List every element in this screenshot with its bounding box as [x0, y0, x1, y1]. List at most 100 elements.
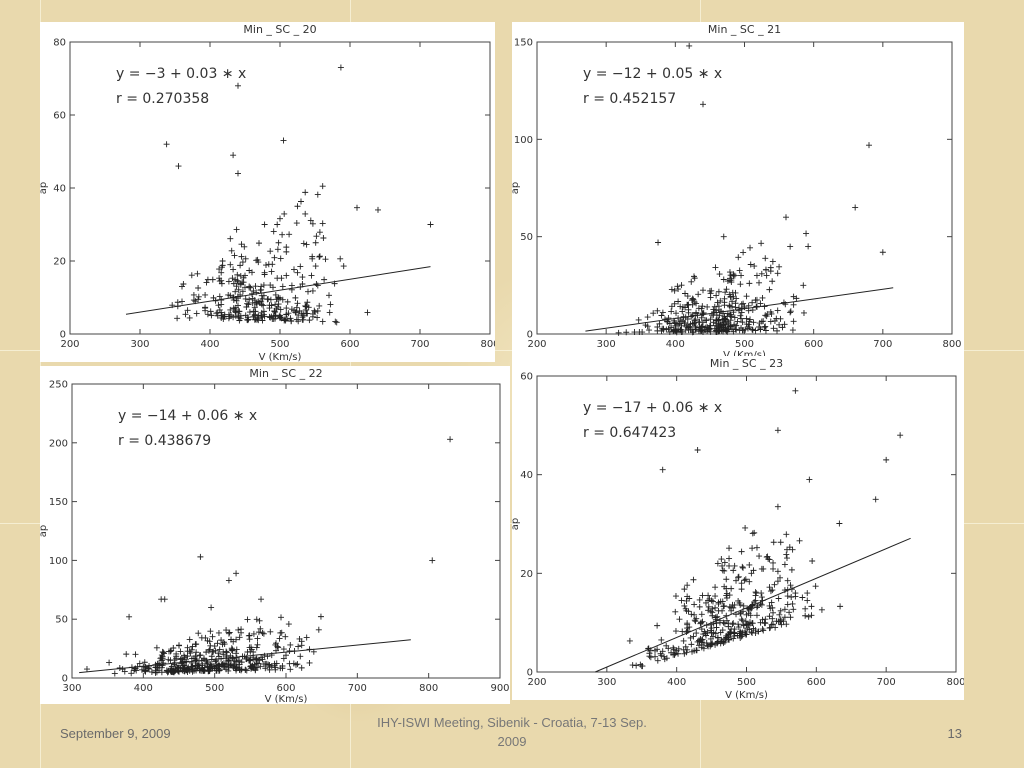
- data-point: [271, 254, 278, 261]
- data-point: [274, 246, 281, 253]
- data-point: [675, 286, 682, 293]
- regression-line: [585, 287, 894, 332]
- data-point: [714, 299, 721, 306]
- data-point: [708, 625, 715, 632]
- data-point: [687, 634, 694, 641]
- data-point: [205, 647, 212, 654]
- data-point: [751, 529, 758, 536]
- scatter-plot-svg: Min _ SC _ 23 200 300 400 500 600 700 800 0 20 40 6…: [512, 357, 964, 700]
- data-point: [674, 283, 681, 290]
- data-point: [257, 625, 264, 632]
- data-point: [852, 204, 859, 211]
- data-point: [254, 635, 261, 642]
- data-point: [216, 278, 223, 285]
- data-point: [691, 611, 698, 618]
- data-point: [626, 637, 633, 644]
- data-point: [768, 599, 775, 606]
- data-point: [781, 606, 788, 613]
- data-point: [218, 314, 225, 321]
- data-point: [668, 308, 675, 315]
- data-point: [293, 304, 300, 311]
- data-point: [755, 628, 762, 635]
- data-point: [277, 306, 284, 313]
- data-point: [156, 660, 163, 667]
- y-tick-label: 40: [520, 470, 533, 481]
- data-point: [705, 592, 712, 599]
- regression-line: [125, 266, 431, 315]
- data-point: [769, 258, 776, 265]
- data-point: [742, 576, 749, 583]
- data-point: [644, 323, 651, 330]
- data-point: [647, 654, 654, 661]
- data-point: [313, 233, 320, 240]
- data-point: [207, 628, 214, 635]
- data-point: [283, 272, 290, 279]
- data-point: [749, 545, 756, 552]
- data-point: [659, 309, 666, 316]
- scatter-plot-svg: Min _ SC _ 21 200 300 400 500 600 700 800 0 50 100…: [512, 23, 962, 360]
- data-point: [203, 279, 210, 286]
- data-point: [746, 619, 753, 626]
- data-point: [789, 546, 796, 553]
- plot-frame: [536, 41, 953, 335]
- data-point: [780, 618, 787, 625]
- data-point: [646, 327, 653, 334]
- data-point: [749, 530, 756, 537]
- data-point: [668, 649, 675, 656]
- data-point: [233, 664, 240, 671]
- data-point: [768, 621, 775, 628]
- data-point: [738, 315, 745, 322]
- data-point: [233, 650, 240, 657]
- data-point: [866, 142, 872, 149]
- data-point: [272, 309, 279, 316]
- data-point: [213, 657, 220, 664]
- data-point: [126, 613, 133, 620]
- data-point: [753, 590, 760, 597]
- data-point: [715, 328, 722, 335]
- data-point: [806, 476, 813, 483]
- data-point: [709, 612, 716, 619]
- data-point: [709, 605, 716, 612]
- data-point: [306, 317, 313, 324]
- data-point: [303, 302, 310, 309]
- data-point: [238, 667, 245, 674]
- data-point: [314, 314, 321, 321]
- data-point: [244, 300, 251, 307]
- data-point: [203, 660, 210, 667]
- data-point: [719, 562, 726, 569]
- data-point: [275, 301, 282, 308]
- data-point: [777, 617, 784, 624]
- data-point: [184, 307, 191, 314]
- data-point: [220, 663, 227, 670]
- data-point: [872, 496, 879, 503]
- data-point: [757, 300, 764, 307]
- data-point: [657, 650, 664, 657]
- data-point: [260, 630, 267, 637]
- data-point: [783, 531, 790, 538]
- data-point: [274, 643, 281, 650]
- data-point: [766, 613, 773, 620]
- data-point: [202, 304, 209, 311]
- y-tick-label: 80: [53, 38, 66, 49]
- data-point: [774, 427, 781, 434]
- data-point: [676, 616, 683, 623]
- data-point: [316, 253, 323, 260]
- data-point: [689, 320, 696, 327]
- data-point: [233, 654, 240, 661]
- data-point: [793, 295, 800, 302]
- data-point: [707, 627, 714, 634]
- data-point: [671, 651, 678, 658]
- data-point: [245, 632, 252, 639]
- data-point: [787, 308, 794, 315]
- data-point: [270, 228, 277, 235]
- data-point: [283, 311, 290, 318]
- data-point: [284, 298, 291, 305]
- data-point: [258, 301, 265, 308]
- data-point: [215, 663, 222, 670]
- data-point: [739, 319, 746, 326]
- data-point: [713, 292, 720, 299]
- data-point: [266, 313, 273, 320]
- data-point: [246, 296, 253, 303]
- data-point: [174, 315, 181, 322]
- data-point: [697, 328, 704, 335]
